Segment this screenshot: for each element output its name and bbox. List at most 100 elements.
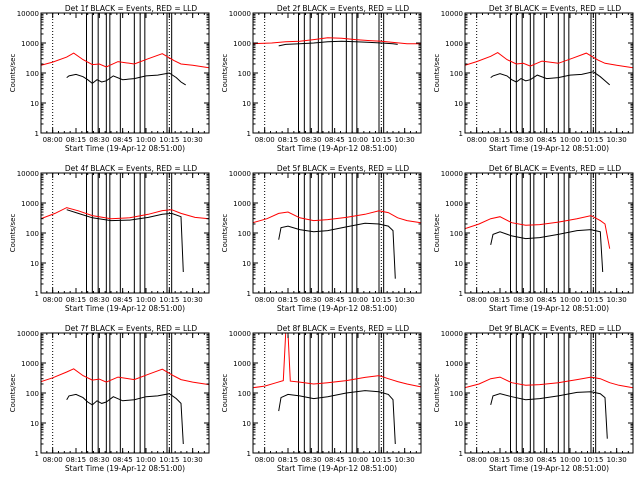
- x-tick-label: 08:30: [513, 456, 533, 464]
- red-series-line: [41, 368, 209, 386]
- x-tick-label: 08:30: [513, 136, 533, 144]
- x-tick-label: 08:15: [278, 136, 298, 144]
- y-axis-label: Counts/sec: [433, 374, 441, 413]
- x-tick-label: 08:00: [467, 456, 487, 464]
- x-tick-label: 08:30: [89, 296, 109, 304]
- x-tick-label: 10:00: [348, 296, 368, 304]
- x-tick-label: 10:00: [348, 136, 368, 144]
- x-tick-label: 08:15: [278, 456, 298, 464]
- y-tick-label: 100: [26, 230, 39, 238]
- black-series-line: [278, 390, 396, 445]
- x-tick-label: 08:15: [490, 296, 510, 304]
- x-tick-label: 10:15: [159, 456, 179, 464]
- black-series-line: [66, 209, 184, 273]
- y-tick-label: 10: [454, 100, 463, 108]
- x-axis-label: Start Time (19-Apr-12 08:51:00): [489, 144, 609, 153]
- black-series-line: [278, 222, 396, 279]
- x-tick-label: 10:30: [395, 136, 415, 144]
- panel-title: Det 1f BLACK = Events, RED = LLD: [65, 4, 198, 13]
- plot-frame: [252, 172, 422, 294]
- x-tick-label: 10:15: [583, 456, 603, 464]
- y-tick-label: 10: [30, 100, 39, 108]
- x-tick-label: 10:15: [583, 136, 603, 144]
- x-tick-label: 10:00: [136, 136, 156, 144]
- red-series-line: [253, 210, 421, 224]
- plot-frame: [252, 12, 422, 134]
- x-tick-label: 10:30: [607, 136, 627, 144]
- y-tick-label: 10000: [17, 10, 39, 18]
- y-axis-label: Counts/sec: [9, 374, 17, 413]
- panel-1: 1 10 100 1000 10000 08:00 08:15 08:30 08:45 10:00…: [9, 4, 210, 153]
- plot-frame: [40, 332, 210, 454]
- x-tick-label: 10:30: [183, 456, 203, 464]
- y-tick-label: 1: [35, 130, 39, 138]
- y-axis-label: Counts/sec: [433, 214, 441, 253]
- x-tick-label: 08:15: [66, 456, 86, 464]
- y-tick-label: 100: [450, 70, 463, 78]
- red-series-line: [465, 215, 611, 249]
- x-tick-label: 08:30: [301, 296, 321, 304]
- y-tick-label: 10: [242, 420, 251, 428]
- x-tick-label: 10:00: [560, 296, 580, 304]
- x-axis-label: Start Time (19-Apr-12 08:51:00): [65, 464, 185, 473]
- x-tick-label: 08:45: [537, 456, 557, 464]
- x-tick-label: 08:30: [89, 456, 109, 464]
- y-tick-label: 10000: [229, 330, 251, 338]
- y-axis-label: Counts/sec: [221, 374, 229, 413]
- red-series-line: [465, 376, 633, 389]
- plot-frame: [464, 12, 634, 134]
- x-tick-label: 08:15: [490, 456, 510, 464]
- y-tick-label: 1000: [233, 40, 251, 48]
- y-tick-label: 10000: [229, 170, 251, 178]
- x-tick-label: 10:30: [183, 296, 203, 304]
- panel-title: Det 9f BLACK = Events, RED = LLD: [489, 324, 622, 333]
- x-tick-label: 10:15: [159, 136, 179, 144]
- x-tick-label: 08:00: [43, 296, 63, 304]
- y-tick-label: 100: [238, 70, 251, 78]
- black-series-line: [66, 393, 184, 445]
- y-tick-label: 100: [26, 70, 39, 78]
- panel-6: 1 10 100 1000 10000 08:00 08:15 08:30 08:45 10:00…: [433, 164, 634, 313]
- y-tick-label: 1: [459, 130, 463, 138]
- y-axis-label: Counts/sec: [221, 54, 229, 93]
- y-tick-label: 10000: [441, 10, 463, 18]
- x-axis-label: Start Time (19-Apr-12 08:51:00): [65, 144, 185, 153]
- panel-title: Det 3f BLACK = Events, RED = LLD: [489, 4, 622, 13]
- y-tick-label: 100: [238, 390, 251, 398]
- x-tick-label: 10:00: [136, 456, 156, 464]
- y-tick-label: 1: [459, 290, 463, 298]
- y-tick-label: 1000: [445, 200, 463, 208]
- panel-title: Det 2f BLACK = Events, RED = LLD: [277, 4, 410, 13]
- x-tick-label: 10:00: [560, 136, 580, 144]
- x-tick-label: 08:00: [43, 456, 63, 464]
- y-tick-label: 1: [247, 130, 251, 138]
- y-tick-label: 10: [30, 260, 39, 268]
- x-axis-label: Start Time (19-Apr-12 08:51:00): [65, 304, 185, 313]
- y-tick-label: 100: [450, 230, 463, 238]
- y-tick-label: 1000: [233, 360, 251, 368]
- y-tick-label: 1000: [445, 40, 463, 48]
- y-axis-label: Counts/sec: [9, 214, 17, 253]
- y-tick-label: 1000: [233, 200, 251, 208]
- y-tick-label: 1000: [21, 360, 39, 368]
- x-axis-label: Start Time (19-Apr-12 08:51:00): [277, 304, 397, 313]
- plot-frame: [464, 172, 634, 294]
- x-tick-label: 10:30: [183, 136, 203, 144]
- x-tick-label: 10:30: [395, 456, 415, 464]
- y-tick-label: 1000: [21, 200, 39, 208]
- y-tick-label: 10000: [17, 170, 39, 178]
- panel-title: Det 4f BLACK = Events, RED = LLD: [65, 164, 198, 173]
- x-tick-label: 10:30: [395, 296, 415, 304]
- black-series-line: [490, 229, 604, 273]
- y-tick-label: 10: [30, 420, 39, 428]
- x-tick-label: 08:45: [325, 456, 345, 464]
- red-series-line: [253, 37, 421, 45]
- x-tick-label: 08:15: [66, 136, 86, 144]
- x-tick-label: 08:15: [490, 136, 510, 144]
- plot-frame: [252, 332, 422, 454]
- x-tick-label: 08:00: [467, 296, 487, 304]
- y-axis-label: Counts/sec: [9, 54, 17, 93]
- x-tick-label: 08:45: [537, 296, 557, 304]
- red-series-line: [41, 52, 209, 69]
